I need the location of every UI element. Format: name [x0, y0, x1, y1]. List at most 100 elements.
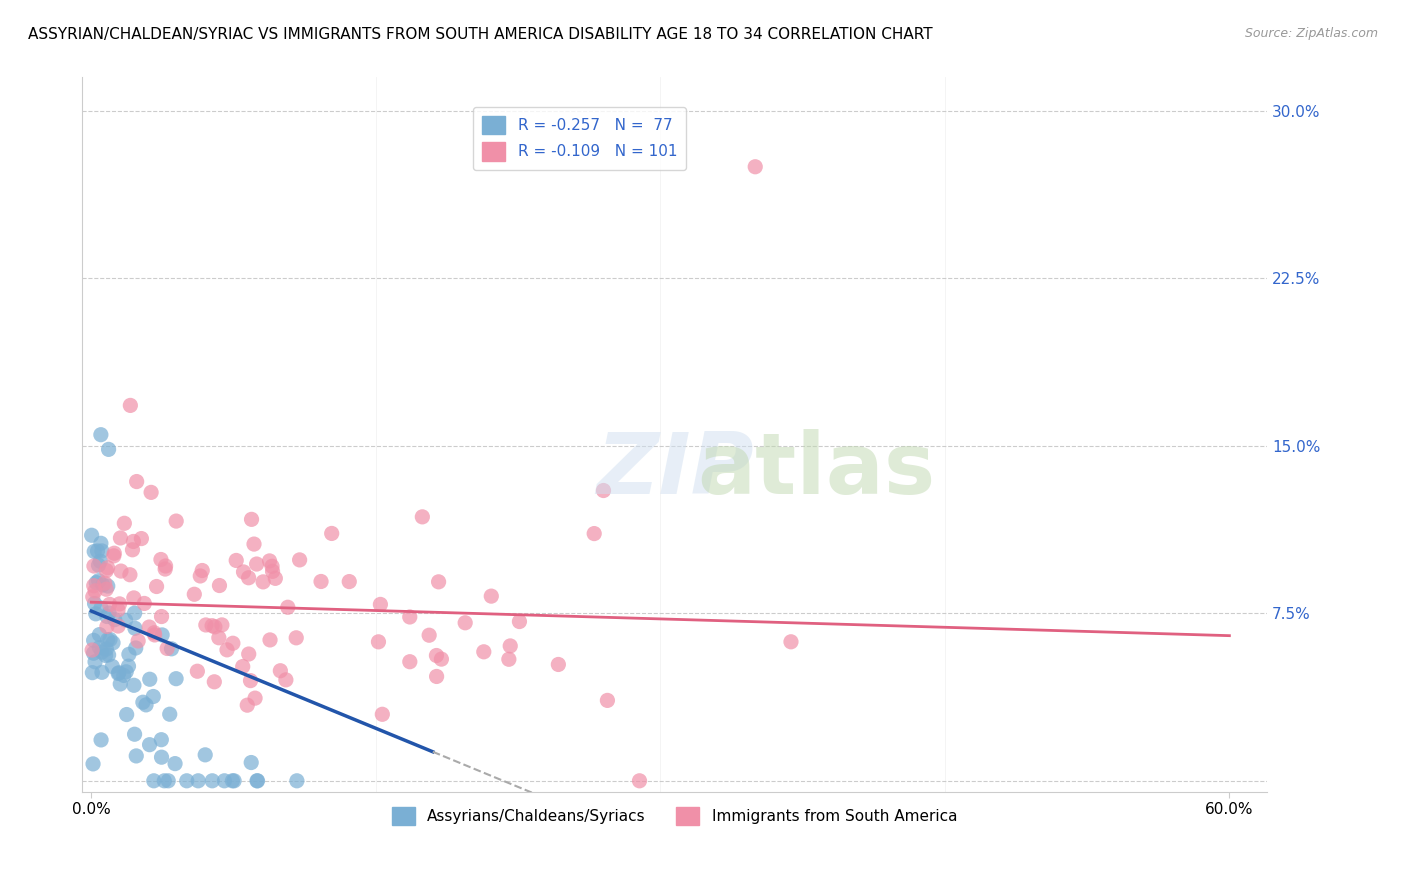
Assyrians/Chaldeans/Syriacs [150, 628, 173, 642]
Assyrians/Chaldeans/Syriacs [118, 648, 141, 662]
Immigrants from South America [107, 619, 129, 633]
Assyrians/Chaldeans/Syriacs [87, 558, 110, 573]
Immigrants from South America [367, 635, 389, 649]
Immigrants from South America [225, 553, 247, 567]
Immigrants from South America [498, 652, 520, 666]
Assyrians/Chaldeans/Syriacs [91, 578, 114, 592]
Assyrians/Chaldeans/Syriacs [80, 528, 103, 542]
Immigrants from South America [96, 564, 118, 578]
Immigrants from South America [780, 634, 803, 648]
Assyrians/Chaldeans/Syriacs [117, 659, 139, 673]
Immigrants from South America [149, 552, 172, 566]
Immigrants from South America [110, 531, 132, 545]
Assyrians/Chaldeans/Syriacs [160, 641, 183, 656]
Assyrians/Chaldeans/Syriacs [153, 773, 176, 788]
Assyrians/Chaldeans/Syriacs [115, 665, 138, 679]
Immigrants from South America [82, 643, 104, 657]
Immigrants from South America [211, 618, 233, 632]
Immigrants from South America [194, 618, 217, 632]
Legend: Assyrians/Chaldeans/Syriacs, Immigrants from South America: Assyrians/Chaldeans/Syriacs, Immigrants … [382, 797, 966, 834]
Immigrants from South America [309, 574, 332, 589]
Assyrians/Chaldeans/Syriacs [97, 579, 120, 593]
Immigrants from South America [97, 560, 120, 574]
Assyrians/Chaldeans/Syriacs [176, 773, 198, 788]
Assyrians/Chaldeans/Syriacs [125, 748, 148, 763]
Immigrants from South America [108, 597, 131, 611]
Immigrants from South America [143, 628, 166, 642]
Assyrians/Chaldeans/Syriacs [224, 773, 246, 788]
Immigrants from South America [208, 578, 231, 592]
Immigrants from South America [628, 773, 651, 788]
Immigrants from South America [82, 590, 104, 604]
Assyrians/Chaldeans/Syriacs [246, 773, 269, 788]
Immigrants from South America [107, 603, 129, 617]
Assyrians/Chaldeans/Syriacs [122, 678, 145, 692]
Immigrants from South America [274, 673, 297, 687]
Immigrants from South America [83, 559, 105, 574]
Immigrants from South America [191, 564, 214, 578]
Immigrants from South America [96, 582, 118, 597]
Assyrians/Chaldeans/Syriacs [90, 645, 112, 659]
Immigrants from South America [201, 618, 224, 632]
Assyrians/Chaldeans/Syriacs [114, 613, 136, 627]
Immigrants from South America [84, 583, 107, 598]
Assyrians/Chaldeans/Syriacs [97, 632, 120, 647]
Immigrants from South America [215, 643, 238, 657]
Immigrants from South America [83, 579, 105, 593]
Immigrants from South America [288, 553, 311, 567]
Immigrants from South America [156, 641, 179, 656]
Assyrians/Chaldeans/Syriacs [83, 633, 105, 648]
Immigrants from South America [499, 639, 522, 653]
Immigrants from South America [125, 475, 148, 489]
Assyrians/Chaldeans/Syriacs [125, 640, 148, 655]
Assyrians/Chaldeans/Syriacs [187, 773, 209, 788]
Immigrants from South America [93, 576, 115, 591]
Assyrians/Chaldeans/Syriacs [96, 609, 118, 624]
Assyrians/Chaldeans/Syriacs [150, 732, 173, 747]
Assyrians/Chaldeans/Syriacs [165, 672, 187, 686]
Immigrants from South America [425, 648, 447, 663]
Assyrians/Chaldeans/Syriacs [246, 773, 269, 788]
Immigrants from South America [202, 674, 225, 689]
Immigrants from South America [479, 589, 502, 603]
Immigrants from South America [430, 652, 453, 666]
Immigrants from South America [592, 483, 614, 498]
Assyrians/Chaldeans/Syriacs [115, 707, 138, 722]
Text: Source: ZipAtlas.com: Source: ZipAtlas.com [1244, 27, 1378, 40]
Immigrants from South America [208, 631, 231, 645]
Assyrians/Chaldeans/Syriacs [101, 659, 124, 673]
Assyrians/Chaldeans/Syriacs [94, 648, 117, 663]
Immigrants from South America [120, 398, 142, 412]
Immigrants from South America [103, 546, 125, 560]
Assyrians/Chaldeans/Syriacs [159, 707, 181, 722]
Immigrants from South America [153, 562, 176, 576]
Assyrians/Chaldeans/Syriacs [108, 665, 131, 680]
Immigrants from South America [583, 526, 606, 541]
Assyrians/Chaldeans/Syriacs [90, 601, 112, 615]
Immigrants from South America [238, 647, 260, 661]
Assyrians/Chaldeans/Syriacs [214, 773, 236, 788]
Immigrants from South America [139, 485, 162, 500]
Immigrants from South America [243, 537, 266, 551]
Immigrants from South America [277, 600, 299, 615]
Assyrians/Chaldeans/Syriacs [132, 695, 155, 709]
Assyrians/Chaldeans/Syriacs [201, 773, 224, 788]
Immigrants from South America [240, 512, 263, 526]
Assyrians/Chaldeans/Syriacs [89, 554, 111, 568]
Immigrants from South America [744, 160, 766, 174]
Immigrants from South America [103, 549, 125, 563]
Immigrants from South America [155, 559, 177, 574]
Assyrians/Chaldeans/Syriacs [83, 544, 105, 558]
Immigrants from South America [188, 569, 211, 583]
Assyrians/Chaldeans/Syriacs [87, 574, 110, 588]
Assyrians/Chaldeans/Syriacs [165, 756, 187, 771]
Assyrians/Chaldeans/Syriacs [97, 442, 120, 457]
Immigrants from South America [239, 673, 262, 688]
Immigrants from South America [232, 659, 254, 673]
Assyrians/Chaldeans/Syriacs [89, 627, 111, 641]
Immigrants from South America [427, 574, 450, 589]
Assyrians/Chaldeans/Syriacs [101, 636, 124, 650]
Immigrants from South America [264, 571, 287, 585]
Immigrants from South America [186, 665, 208, 679]
Immigrants from South America [252, 574, 274, 589]
